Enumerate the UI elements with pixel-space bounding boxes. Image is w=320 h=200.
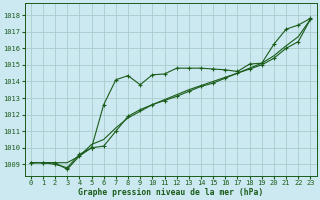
X-axis label: Graphe pression niveau de la mer (hPa): Graphe pression niveau de la mer (hPa) bbox=[78, 188, 263, 197]
